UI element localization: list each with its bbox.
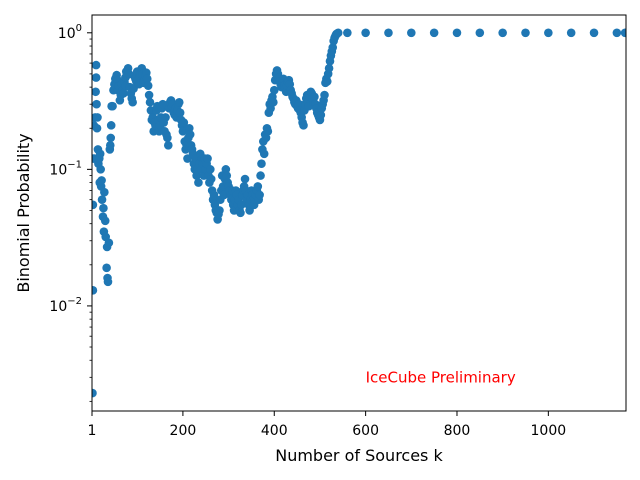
data-point bbox=[92, 73, 101, 82]
data-point bbox=[144, 90, 154, 100]
data-point bbox=[255, 190, 264, 200]
data-point bbox=[95, 149, 105, 159]
data-point bbox=[100, 187, 109, 197]
data-point bbox=[143, 81, 153, 90]
x-tick-label: 800 bbox=[444, 423, 471, 439]
data-point bbox=[178, 126, 188, 136]
data-point bbox=[194, 178, 203, 187]
data-point bbox=[206, 174, 216, 184]
data-point bbox=[316, 110, 326, 120]
x-tick-label: 1 bbox=[88, 423, 97, 439]
data-point bbox=[185, 130, 195, 139]
data-point bbox=[163, 133, 172, 143]
data-point bbox=[215, 206, 224, 215]
data-point bbox=[257, 159, 266, 169]
data-point bbox=[259, 149, 269, 159]
data-point bbox=[100, 216, 110, 226]
data-point bbox=[299, 121, 308, 130]
x-axis-title: Number of Sources k bbox=[275, 446, 443, 465]
data-point bbox=[92, 87, 100, 97]
data-point bbox=[102, 263, 111, 273]
data-point bbox=[253, 182, 263, 191]
data-point bbox=[92, 200, 98, 210]
y-tick-label: 10−2 bbox=[49, 296, 82, 315]
y-tick-label: 100 bbox=[58, 23, 82, 42]
data-point bbox=[96, 165, 105, 174]
x-axis-ticks: 1 200 400 600 800 1000 bbox=[88, 411, 567, 439]
data-point bbox=[328, 43, 338, 52]
data-point bbox=[269, 97, 278, 107]
y-tick-label: 10−1 bbox=[49, 159, 82, 178]
data-point bbox=[174, 97, 184, 107]
data-point bbox=[384, 28, 393, 38]
data-point bbox=[128, 97, 137, 107]
data-point bbox=[106, 121, 116, 130]
data-point bbox=[142, 74, 152, 84]
data-point bbox=[261, 133, 271, 143]
x-tick-label: 1000 bbox=[531, 423, 567, 439]
data-point bbox=[452, 28, 462, 38]
data-point bbox=[92, 388, 97, 398]
data-point bbox=[566, 28, 576, 38]
data-point bbox=[179, 118, 189, 127]
data-point bbox=[119, 89, 128, 98]
data-point bbox=[222, 171, 232, 180]
data-point bbox=[269, 85, 279, 95]
data-point bbox=[97, 176, 106, 185]
data-point bbox=[145, 97, 155, 107]
data-point bbox=[429, 28, 439, 38]
data-point bbox=[97, 195, 107, 204]
data-point bbox=[544, 28, 553, 38]
data-point bbox=[106, 133, 116, 143]
data-point bbox=[310, 92, 319, 102]
data-point bbox=[105, 141, 115, 150]
data-point bbox=[361, 28, 370, 38]
x-tick-label: 200 bbox=[170, 423, 197, 439]
data-point bbox=[498, 28, 507, 38]
data-point bbox=[175, 108, 185, 117]
x-tick-label: 400 bbox=[261, 423, 288, 439]
data-point bbox=[320, 90, 329, 100]
data-point bbox=[92, 99, 101, 109]
data-point bbox=[203, 154, 212, 163]
data-point bbox=[158, 99, 168, 109]
data-point bbox=[99, 203, 108, 213]
data-point bbox=[475, 28, 485, 38]
data-point bbox=[92, 60, 101, 70]
data-point bbox=[324, 63, 334, 73]
data-point bbox=[104, 238, 114, 248]
data-point bbox=[92, 286, 98, 295]
data-points bbox=[92, 28, 626, 398]
data-point bbox=[521, 28, 530, 38]
x-tick-label: 600 bbox=[352, 423, 379, 439]
data-point bbox=[236, 208, 245, 218]
data-point bbox=[92, 123, 102, 133]
data-point bbox=[256, 171, 265, 180]
data-point bbox=[209, 190, 219, 200]
data-point bbox=[620, 28, 626, 38]
data-point bbox=[612, 28, 622, 38]
data-point bbox=[240, 174, 250, 184]
y-axis-ticks: 10−2 10−1 100 bbox=[49, 23, 92, 402]
data-point bbox=[333, 28, 343, 38]
plot-frame bbox=[91, 14, 627, 412]
data-point bbox=[237, 200, 246, 210]
data-point bbox=[93, 113, 102, 122]
data-point bbox=[263, 126, 273, 136]
data-point bbox=[163, 141, 173, 150]
data-point bbox=[161, 113, 170, 122]
data-point bbox=[322, 77, 332, 86]
data-point bbox=[407, 28, 416, 38]
data-point bbox=[589, 28, 599, 38]
y-axis-title: Binomial Probability bbox=[14, 133, 33, 292]
data-point bbox=[108, 101, 117, 111]
annotation-label: IceCube Preliminary bbox=[366, 368, 516, 386]
data-point bbox=[206, 165, 215, 174]
data-point bbox=[343, 28, 352, 38]
data-point bbox=[103, 277, 113, 287]
